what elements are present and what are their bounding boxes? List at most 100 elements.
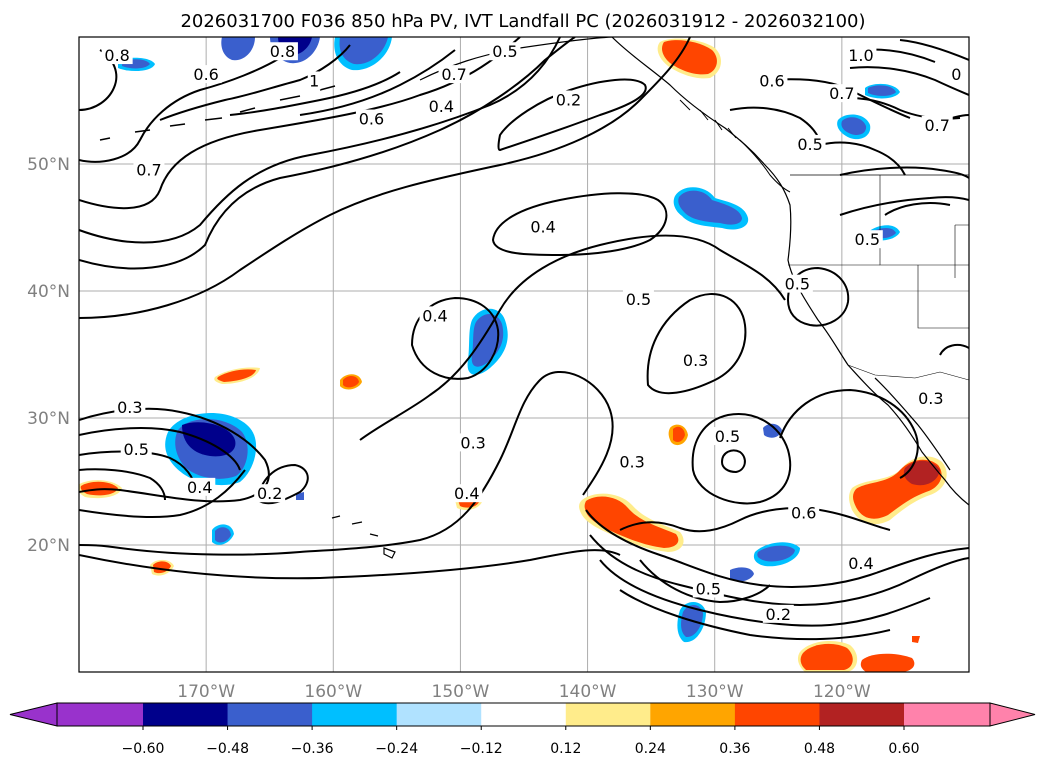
contour-label-bg — [355, 109, 387, 128]
contour-label-bg — [553, 90, 584, 109]
contour-line — [79, 37, 576, 270]
contour-line — [79, 37, 691, 319]
contour-label-bg — [266, 42, 298, 61]
contour-line — [159, 44, 351, 121]
contour-line — [619, 507, 891, 533]
contour-label-bg — [114, 397, 146, 416]
pv-blob — [678, 190, 742, 225]
lon-tick-label: 150°W — [432, 682, 490, 702]
contour-label-bg — [419, 306, 451, 325]
pv-blob — [217, 369, 256, 382]
contour-line — [79, 407, 270, 503]
contour-label-bg — [794, 134, 826, 153]
colorbar-tick-label: −0.48 — [206, 741, 249, 757]
contour-label: 0.8 — [270, 42, 295, 61]
contour-line — [849, 66, 969, 96]
vancouver-island — [739, 139, 791, 193]
colorbar-tick-label: −0.36 — [291, 741, 334, 757]
contour-line — [585, 509, 969, 588]
pv-blob — [800, 643, 853, 670]
contour-line — [79, 427, 241, 471]
contour-label-bg — [438, 65, 470, 84]
contour-line — [79, 549, 621, 580]
map-panel: 0.8 0.6 0.8 1 0.7 0.5 0.4 0.6 0.2 0.7 0.4 0.5 0.4 0.3… — [79, 37, 969, 672]
contour-label: 0.6 — [359, 110, 384, 129]
lat-tick-label: 20°N — [27, 536, 70, 556]
baja-coast — [874, 377, 951, 471]
contour-label: 0.5 — [715, 427, 740, 446]
contour-label: 0.6 — [193, 65, 218, 84]
hawaii-islands — [331, 515, 396, 559]
contour-label: 0.3 — [683, 351, 708, 370]
contour-label: 0.3 — [619, 452, 644, 471]
contour-label: 0.2 — [766, 605, 791, 624]
map-frame — [78, 36, 970, 673]
pv-blob — [339, 37, 388, 65]
state-border — [954, 224, 969, 278]
colorbar: −0.60 −0.48 −0.36 −0.24 −0.12 0.12 0.24 0.36 0.4… — [9, 702, 1036, 757]
contour-label: 0.4 — [429, 97, 454, 116]
contour-label-bg — [949, 65, 963, 84]
contour-line — [229, 71, 401, 116]
pv-blob — [471, 313, 504, 367]
contour-label-bg — [788, 503, 820, 522]
contour-line — [786, 266, 850, 327]
contour-line — [359, 234, 786, 441]
contour-label: 0.3 — [117, 398, 142, 417]
contour-label: 0.3 — [460, 433, 485, 452]
colorbar-tick-label: 0.48 — [804, 741, 835, 757]
contour-label: 1.0 — [848, 46, 873, 65]
contour-label: 0.5 — [785, 275, 810, 294]
contour-label-bg — [616, 452, 648, 471]
pv-blob — [763, 423, 782, 438]
colorbar-segment — [904, 703, 990, 726]
contour-label-bg — [845, 554, 877, 573]
colorbar-extend-low — [9, 702, 58, 727]
contour-line — [589, 534, 969, 607]
lon-tick-label: 140°W — [559, 682, 617, 702]
pv-blob — [182, 422, 236, 457]
contour-line — [79, 468, 166, 501]
contour-label-bg — [762, 604, 794, 623]
pv-blob — [730, 567, 754, 582]
pv-blob — [221, 37, 255, 61]
colorbar-segment — [734, 703, 820, 726]
pv-blob — [841, 117, 867, 136]
lat-tick-label: 40°N — [27, 282, 70, 302]
pv-blob — [584, 496, 679, 548]
contour-label-bg — [457, 433, 489, 452]
colorbar-frame — [56, 702, 991, 727]
contour-line — [79, 469, 246, 519]
colorbar-tick-label: −0.24 — [375, 741, 418, 757]
contour-label-bg — [489, 42, 521, 61]
contour-label: 0.5 — [855, 230, 880, 249]
longitude-labels: 170°W 160°W 150°W 140°W 130°W 120°W — [177, 682, 871, 702]
contour-line — [79, 370, 614, 556]
colorbar-segment — [57, 703, 143, 726]
pv-blob — [662, 40, 717, 75]
pv-blob — [912, 636, 920, 643]
contour-label: 0.6 — [791, 503, 816, 522]
contour-label-bg — [711, 427, 743, 446]
pv-shading — [79, 37, 947, 672]
contour-label: 0.5 — [492, 42, 517, 61]
contour-line — [79, 57, 281, 163]
contour-line — [491, 192, 668, 257]
contour-label: 0.7 — [829, 84, 854, 103]
colorbar-segment — [565, 703, 651, 726]
lon-tick-label: 120°W — [813, 682, 871, 702]
contour-label-bg — [845, 46, 877, 65]
contour-label: 0.4 — [422, 306, 447, 325]
state-border — [917, 265, 969, 329]
contour-label: 0.4 — [187, 478, 212, 497]
contour-label-bg — [826, 84, 858, 103]
contour-line — [779, 388, 919, 479]
contour-label: 0.6 — [759, 71, 784, 90]
contour-label: 0.5 — [123, 440, 148, 459]
fjord-coast — [679, 99, 737, 139]
map-title: 2026031700 F036 850 hPa PV, IVT Landfall… — [180, 11, 865, 32]
contour-label-bg — [307, 71, 321, 90]
contour-label: 0.5 — [696, 579, 721, 598]
contour-label: 0.4 — [530, 218, 555, 237]
